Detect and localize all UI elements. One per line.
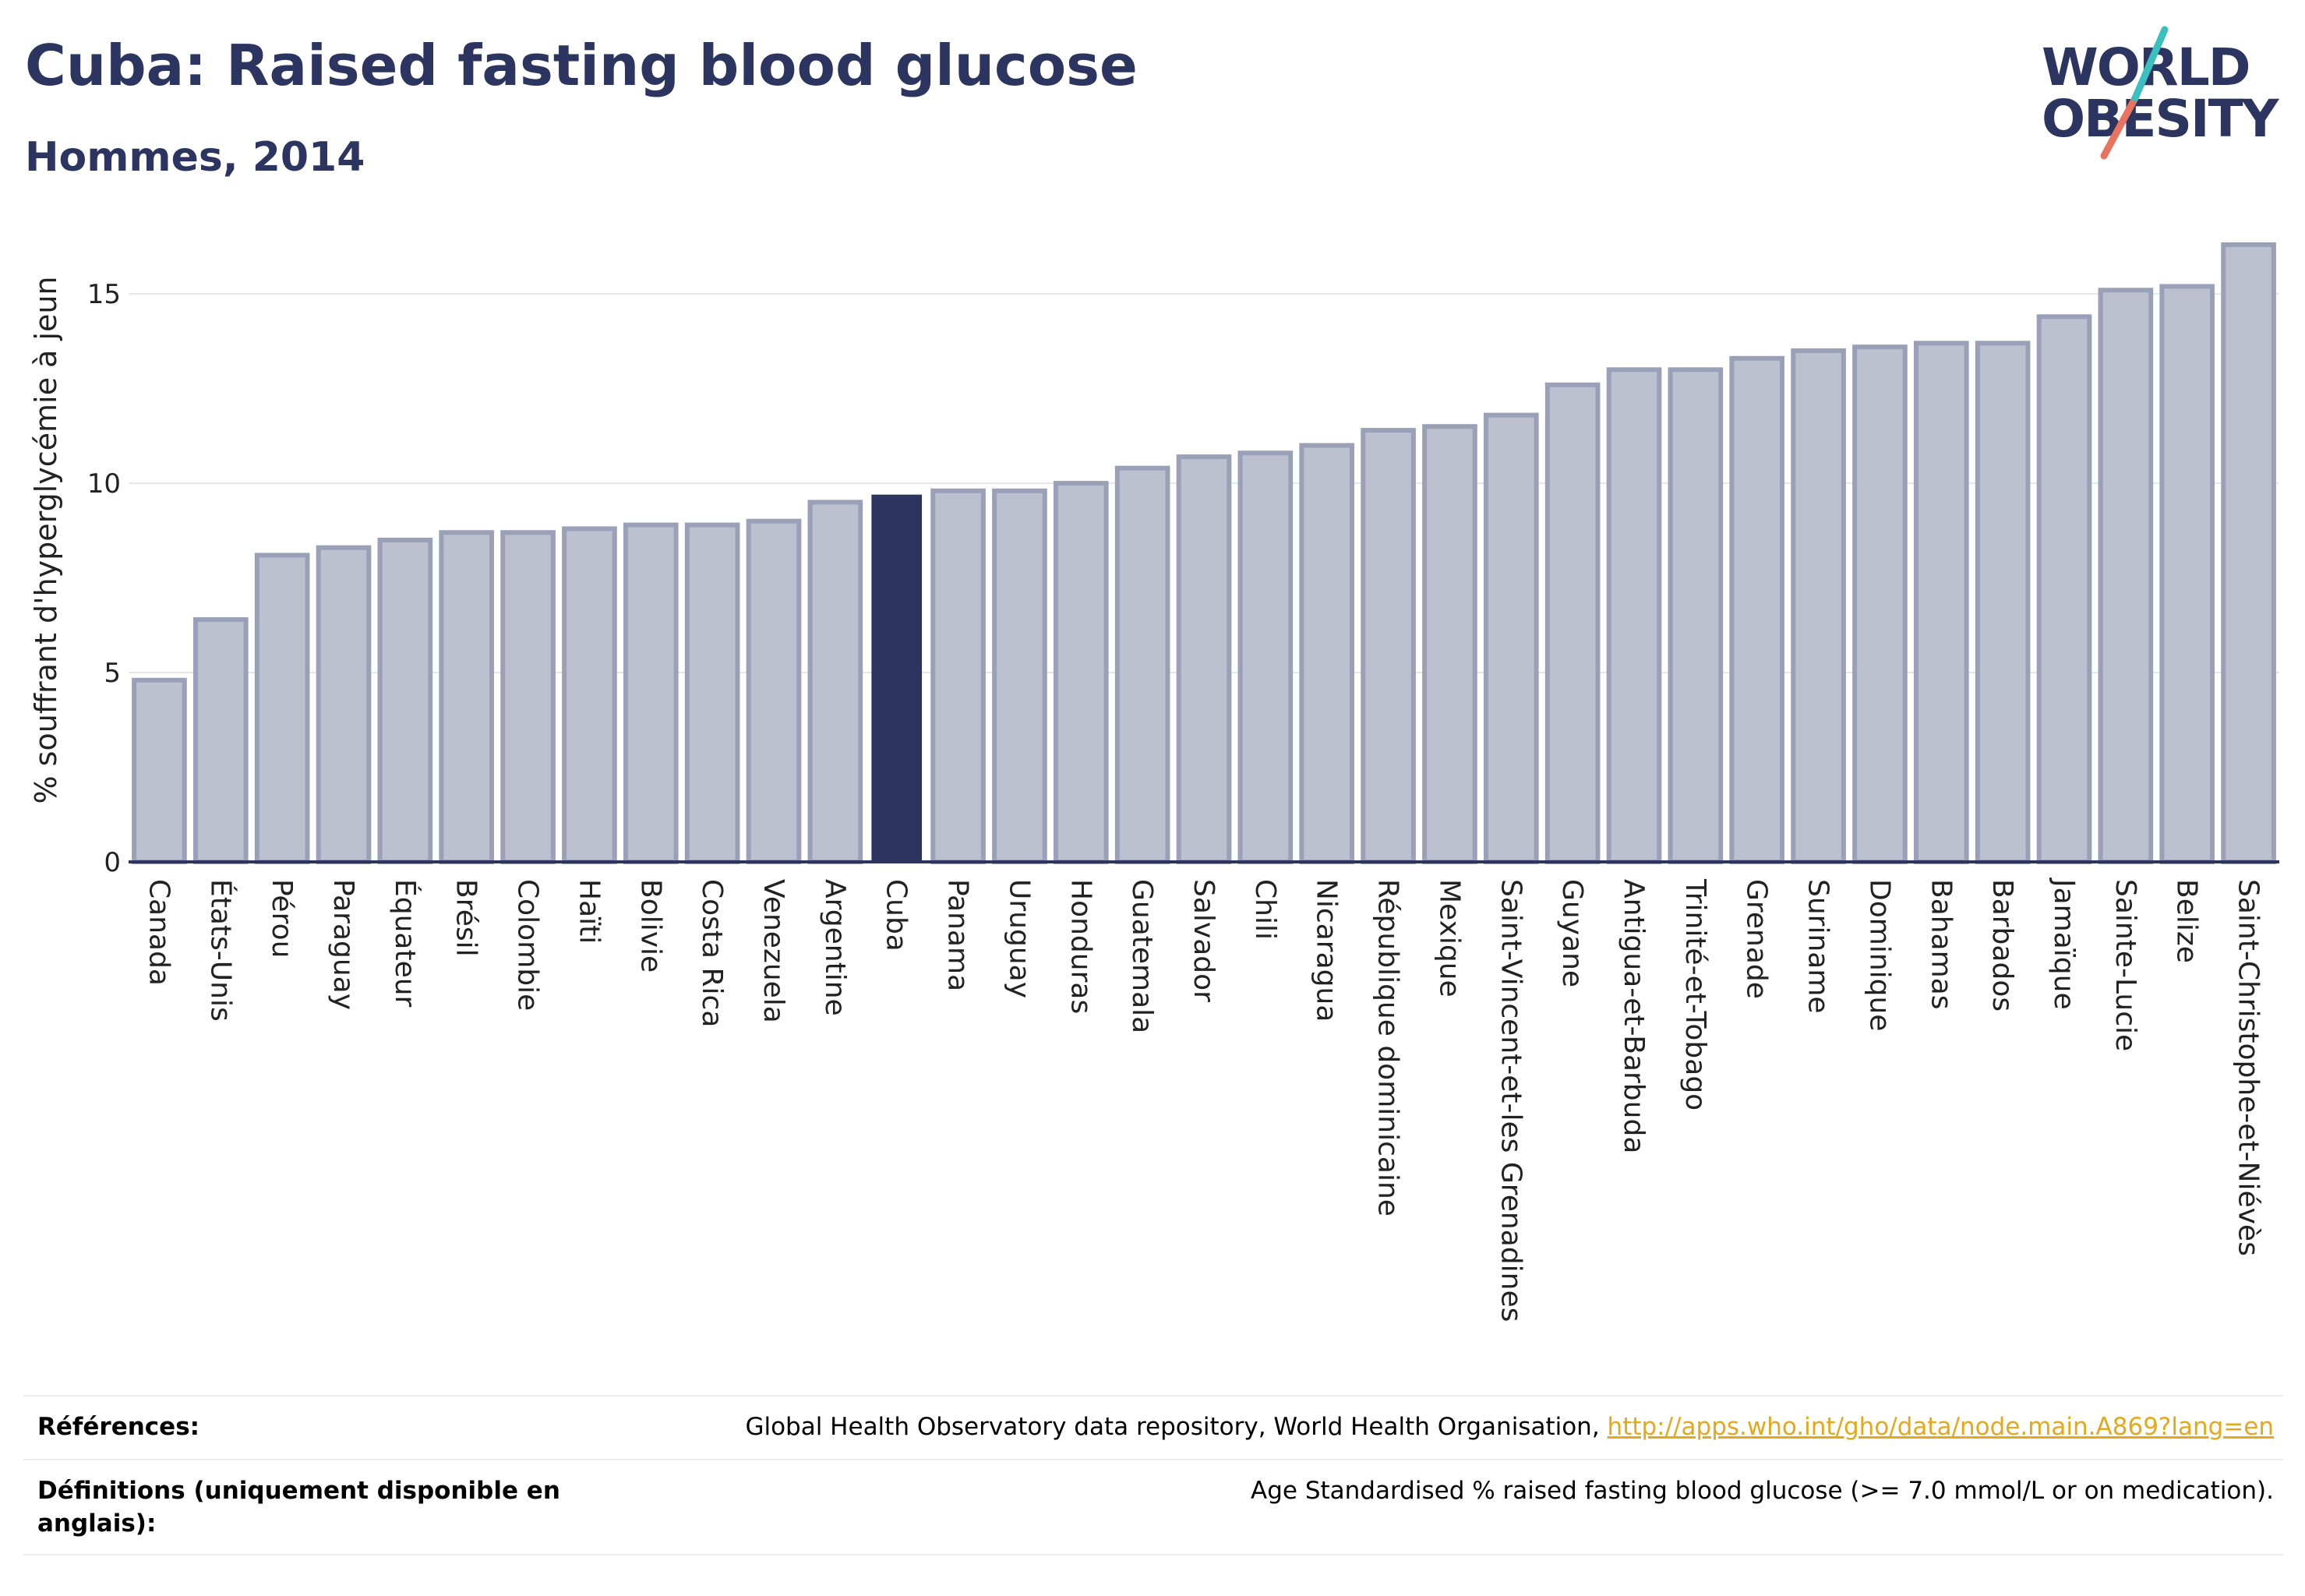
- references-link[interactable]: http://apps.who.int/gho/data/node.main.A…: [1607, 1413, 2274, 1441]
- x-tick-label: Équateur: [389, 879, 422, 1008]
- x-tick-label: Antigua-et-Barbuda: [1618, 879, 1650, 1153]
- x-tick-label: Haïti: [573, 879, 605, 944]
- x-tick-label: Pérou: [266, 879, 298, 958]
- bar: [1913, 341, 1969, 864]
- x-tick-label: Belize: [2171, 879, 2203, 963]
- x-tick-label: Venezuela: [757, 879, 789, 1023]
- logo-slash-icon: [2100, 26, 2169, 160]
- bar: [1483, 412, 1539, 864]
- x-tick-label: Colombie: [512, 879, 544, 1011]
- references-text: Global Health Observatory data repositor…: [745, 1413, 1608, 1441]
- x-tick-label: Uruguay: [1003, 879, 1035, 998]
- bar: [930, 488, 986, 864]
- bar: [1237, 450, 1294, 864]
- chart-subtitle: Hommes, 2014: [25, 134, 365, 181]
- bar: [623, 522, 679, 864]
- bar: [1053, 481, 1109, 864]
- bar-chart: 0 5 10 15 % souffrant d'hyperglycémie à jeun…: [29, 242, 2279, 1322]
- bar: [1668, 367, 1724, 864]
- bar: [1729, 355, 1785, 864]
- bar: [254, 553, 310, 864]
- x-tick-label: Sainte-Lucie: [2109, 879, 2141, 1051]
- bar: [316, 545, 372, 864]
- references-label: Références:: [37, 1413, 200, 1441]
- x-tick-label: Dominique: [1863, 879, 1895, 1031]
- references-row: Références: Global Health Observatory da…: [23, 1395, 2283, 1459]
- bar: [1606, 367, 1662, 864]
- y-tick-label: 10: [87, 468, 121, 500]
- bar: [1361, 428, 1416, 864]
- x-tick-label: Bolivie: [634, 879, 666, 973]
- x-tick-label: Guyane: [1556, 879, 1588, 987]
- x-tick-label: Cuba: [881, 879, 912, 952]
- bar: [1422, 424, 1477, 864]
- x-tick-label: Salvador: [1188, 879, 1220, 1002]
- y-tick-label: 0: [104, 847, 121, 878]
- bar: [746, 518, 802, 864]
- bar: [992, 488, 1047, 864]
- world-obesity-logo: WORLD OBESITY: [2026, 23, 2291, 164]
- bar: [684, 522, 740, 864]
- bar: [132, 677, 187, 865]
- x-tick-label: Barbados: [1986, 879, 2018, 1012]
- x-tick-label: Brésil: [450, 879, 482, 957]
- x-tick-label: Saint-Vincent-et-les Grenadines: [1495, 879, 1527, 1322]
- y-axis-label: % souffrant d'hyperglycémie à jeun: [29, 276, 63, 803]
- x-tick-label: Guatemala: [1126, 879, 1158, 1033]
- bar: [1852, 344, 1908, 864]
- references-value: Global Health Observatory data repositor…: [745, 1411, 2274, 1443]
- bar: [1975, 341, 2031, 864]
- bar: [807, 500, 863, 864]
- x-tick-label: Paraguay: [327, 879, 359, 1010]
- definitions-row: Définitions (uniquement disponible en an…: [23, 1459, 2283, 1555]
- x-tick-label: Mexique: [1433, 879, 1465, 998]
- x-tick-label: Jamaïque: [2048, 877, 2080, 1010]
- x-tick-label: Suriname: [1802, 879, 1834, 1014]
- bar: [2036, 314, 2092, 864]
- bar: [1114, 465, 1170, 864]
- x-tick-label: République dominicaine: [1372, 879, 1404, 1216]
- bar: [2221, 242, 2276, 864]
- x-tick-label: États-Unis: [204, 879, 237, 1022]
- bar: [1791, 348, 1846, 864]
- x-tick-label: Panama: [942, 879, 974, 991]
- bar: [1176, 454, 1232, 864]
- bar: [192, 617, 249, 864]
- x-tick-label: Argentine: [819, 879, 851, 1016]
- chart-title: Cuba: Raised fasting blood glucose: [25, 33, 1138, 98]
- x-tick-label: Costa Rica: [696, 879, 728, 1027]
- x-tick-label: Trinité-et-Tobago: [1679, 878, 1711, 1110]
- bar: [2098, 288, 2154, 865]
- x-tick-label: Canada: [143, 879, 175, 986]
- bar: [1544, 382, 1601, 865]
- y-tick-label: 15: [87, 279, 121, 310]
- bar: [377, 538, 433, 864]
- bar: [2159, 284, 2215, 865]
- bar: [439, 530, 495, 864]
- x-tick-label: Bahamas: [1925, 879, 1957, 1010]
- bar: [871, 494, 923, 862]
- bar: [500, 530, 556, 864]
- x-tick-label: Chili: [1249, 879, 1281, 940]
- y-tick-label: 5: [104, 658, 121, 689]
- x-tick-label: Grenade: [1741, 879, 1773, 999]
- references-table: Références: Global Health Observatory da…: [23, 1395, 2283, 1555]
- x-tick-label: Honduras: [1064, 879, 1096, 1014]
- definitions-value: Age Standardised % raised fasting blood …: [1251, 1477, 2274, 1505]
- definitions-label: Définitions (uniquement disponible en an…: [37, 1477, 560, 1538]
- bar: [1299, 443, 1355, 864]
- x-tick-label: Saint-Christophe-et-Niévès: [2233, 879, 2264, 1256]
- x-tick-label: Nicaragua: [1311, 879, 1343, 1022]
- bar: [562, 526, 617, 864]
- logo-line2: OBESITY: [2042, 89, 2279, 149]
